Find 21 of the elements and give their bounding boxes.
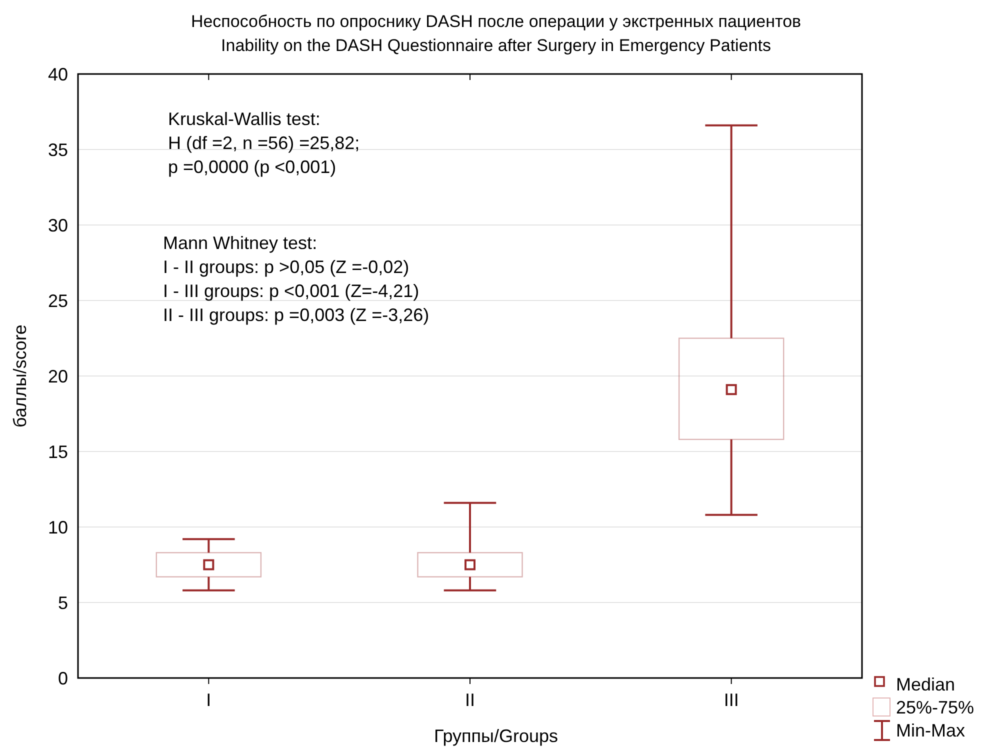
y-tick-label: 40 xyxy=(48,64,68,84)
x-tick-label: III xyxy=(724,690,739,710)
y-tick-label: 30 xyxy=(48,215,68,236)
text: Min-Max xyxy=(896,720,966,740)
y-tick-label: 10 xyxy=(48,517,68,538)
y-axis-title: баллы/score xyxy=(10,324,30,428)
y-tick-label: 20 xyxy=(48,366,68,386)
text: Median xyxy=(896,674,956,694)
x-tick-label: I xyxy=(206,690,212,710)
y-tick-label: 35 xyxy=(48,140,68,160)
annotation: Mann Whitney test: I - II groups: p >0,05 (Z =-0,02) I - III groups: p <0,001 (Z=-4,21) II - III groups: p =0,003 (Z =-3,26) xyxy=(163,233,430,325)
chart-title: Неспособность по опроснику DASH после операции у экстренных пациентов xyxy=(190,12,802,31)
y-tick-label: 0 xyxy=(58,668,68,688)
chart-subtitle: Inability on the DASH Questionnaire after Surgery in Emergency Patients xyxy=(221,36,771,55)
x-axis-title: Группы/Groups xyxy=(434,726,558,746)
x-tick-label: II xyxy=(464,690,476,710)
y-tick-label: 5 xyxy=(58,592,68,613)
y-tick-label: 15 xyxy=(48,442,68,462)
y-tick-label: 25 xyxy=(48,290,68,311)
annotation: Kruskal-Wallis test: H (df =2, n =56) =25,82; p =0,0000 (p <0,001) xyxy=(168,109,360,177)
text: 25%-75% xyxy=(896,697,974,718)
